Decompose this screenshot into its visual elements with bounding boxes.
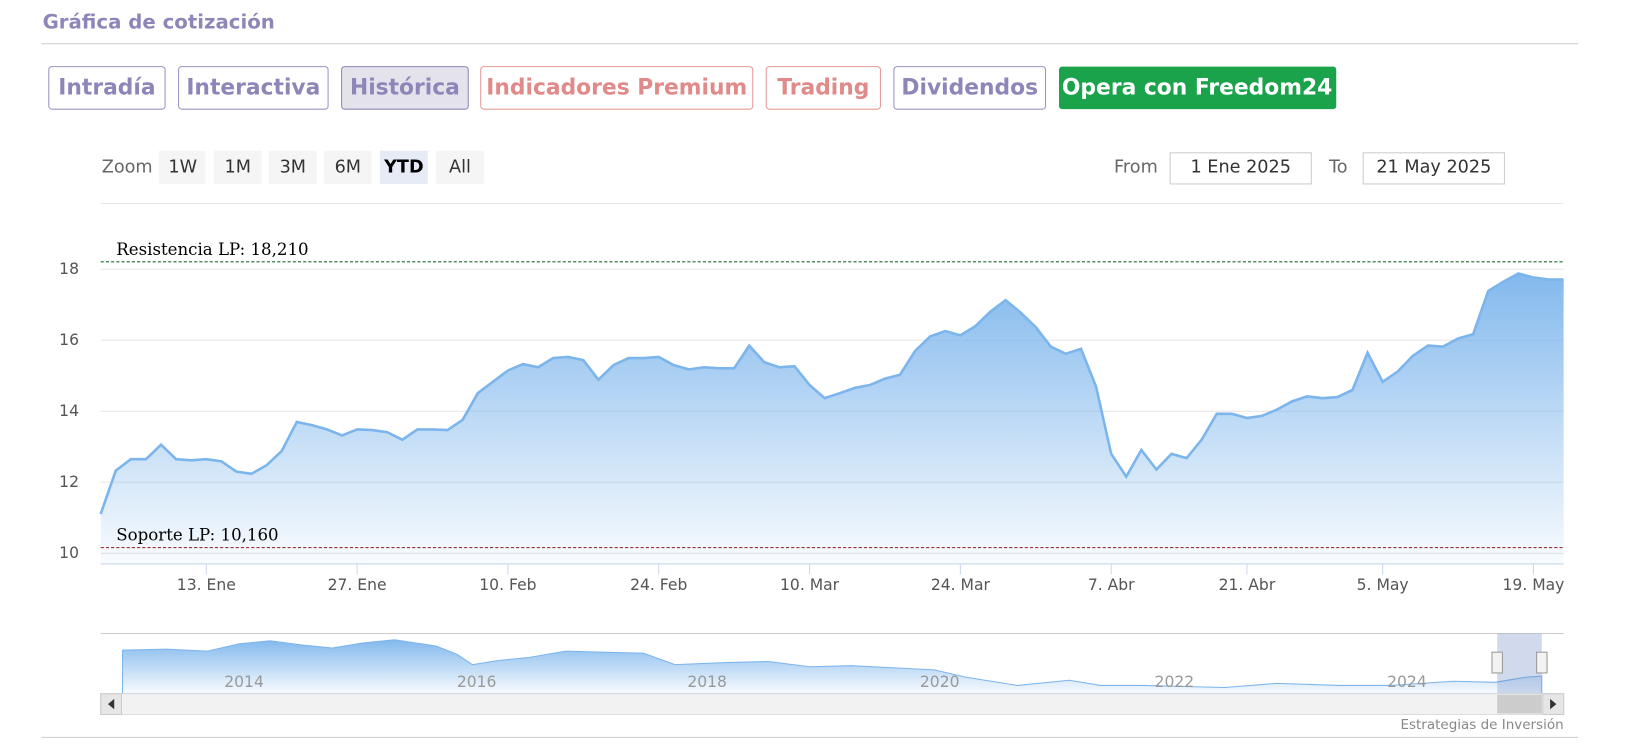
scroll-thumb[interactable] [1497,694,1542,714]
x-tick-label: 5. May [1357,576,1409,594]
tab[interactable]: Interactiva [186,75,320,100]
tab[interactable]: Indicadores Premium [486,75,747,100]
navigator-handle[interactable] [1491,651,1503,674]
x-tick-label: 10. Feb [479,576,536,594]
page-title: Gráfica de cotización [43,11,275,34]
navigator: 2014 2016 2018 2020 2022 2024 [100,632,1565,716]
zoom-button[interactable] [213,150,262,184]
to-value[interactable]: 21 May 2025 [1376,157,1491,177]
zoom-button[interactable] [158,150,206,184]
x-tick-label: 21. Abr [1219,576,1276,594]
zoom-label: Zoom [102,157,153,177]
navigator-label: 2022 [1155,673,1195,691]
arrow [107,698,115,710]
from-input[interactable] [1169,152,1312,185]
zoom-button-active[interactable] [380,150,428,184]
navigator-label: 2016 [457,673,497,691]
y-tick-label: 14 [59,402,79,420]
x-tick-label: 24. Feb [630,576,687,594]
tab[interactable]: Histórica [350,75,460,100]
to-label: To [1328,157,1348,177]
tab-box[interactable] [765,66,881,110]
tab[interactable]: Trading [777,75,869,100]
zoom-button[interactable] [436,150,484,184]
zoom-button-label[interactable]: 1M [225,157,251,177]
plot: 10 12 14 16 18 13. Ene 27. Ene 10. Feb 24. Feb 10… [59,240,1564,594]
navigator-label: 2020 [920,673,960,691]
navigator-handle[interactable] [1536,651,1548,674]
from-value[interactable]: 1 Ene 2025 [1190,157,1291,177]
navigator-series [121,639,1543,695]
x-tick-label: 27. Ene [328,576,387,594]
credit: Estrategias de Inversión [1400,717,1563,733]
range-selector: Zoom 1W 1M 3M 6M YTD All From 1 Ene 2025… [102,150,1505,185]
cta[interactable]: Opera con Freedom24 [1062,75,1332,100]
line [99,272,1564,515]
arrow [1550,698,1557,710]
x-tick-label: 24. Mar [931,576,991,594]
to-input[interactable] [1362,152,1505,185]
tab-box[interactable] [178,66,329,110]
annotation-label: Resistencia LP: 18,210 [116,240,308,259]
tab-box[interactable] [480,66,754,110]
tab-box[interactable] [48,66,166,110]
y-tick-label: 18 [59,260,79,278]
annotation-label: Soporte LP: 10,160 [116,526,278,545]
tab-box[interactable] [893,66,1047,110]
zoom-button[interactable] [323,150,372,184]
navigator-label: 2024 [1387,673,1427,691]
x-tick-label: 7. Abr [1088,576,1135,594]
zoom-button-label[interactable]: All [449,157,471,177]
y-tick-label: 12 [59,473,79,491]
zoom-button-label[interactable]: 3M [280,157,306,177]
tabs: Intradía Interactiva Histórica Indicador… [48,66,1337,110]
scrollbar[interactable] [100,693,1565,716]
navigator-label: 2018 [687,673,727,691]
x-tick-label: 13. Ene [177,576,236,594]
from-label: From [1114,157,1158,177]
y-tick-label: 10 [59,544,79,562]
tab-box-active[interactable] [341,66,469,110]
navigator-label: 2014 [224,673,264,691]
x-tick-label: 19. May [1503,576,1565,594]
tab[interactable]: Intradía [58,75,155,100]
y-tick-label: 16 [59,331,79,349]
x-tick-label: 10. Mar [780,576,840,594]
zoom-button[interactable] [268,150,317,184]
tab[interactable]: Dividendos [901,75,1038,100]
area [100,273,1564,564]
zoom-button-label[interactable]: 1W [168,157,197,177]
zoom-button-label[interactable]: YTD [383,157,423,177]
navigator-mask[interactable] [1497,633,1542,694]
cta-box[interactable] [1059,66,1337,110]
zoom-button-label[interactable]: 6M [335,157,361,177]
